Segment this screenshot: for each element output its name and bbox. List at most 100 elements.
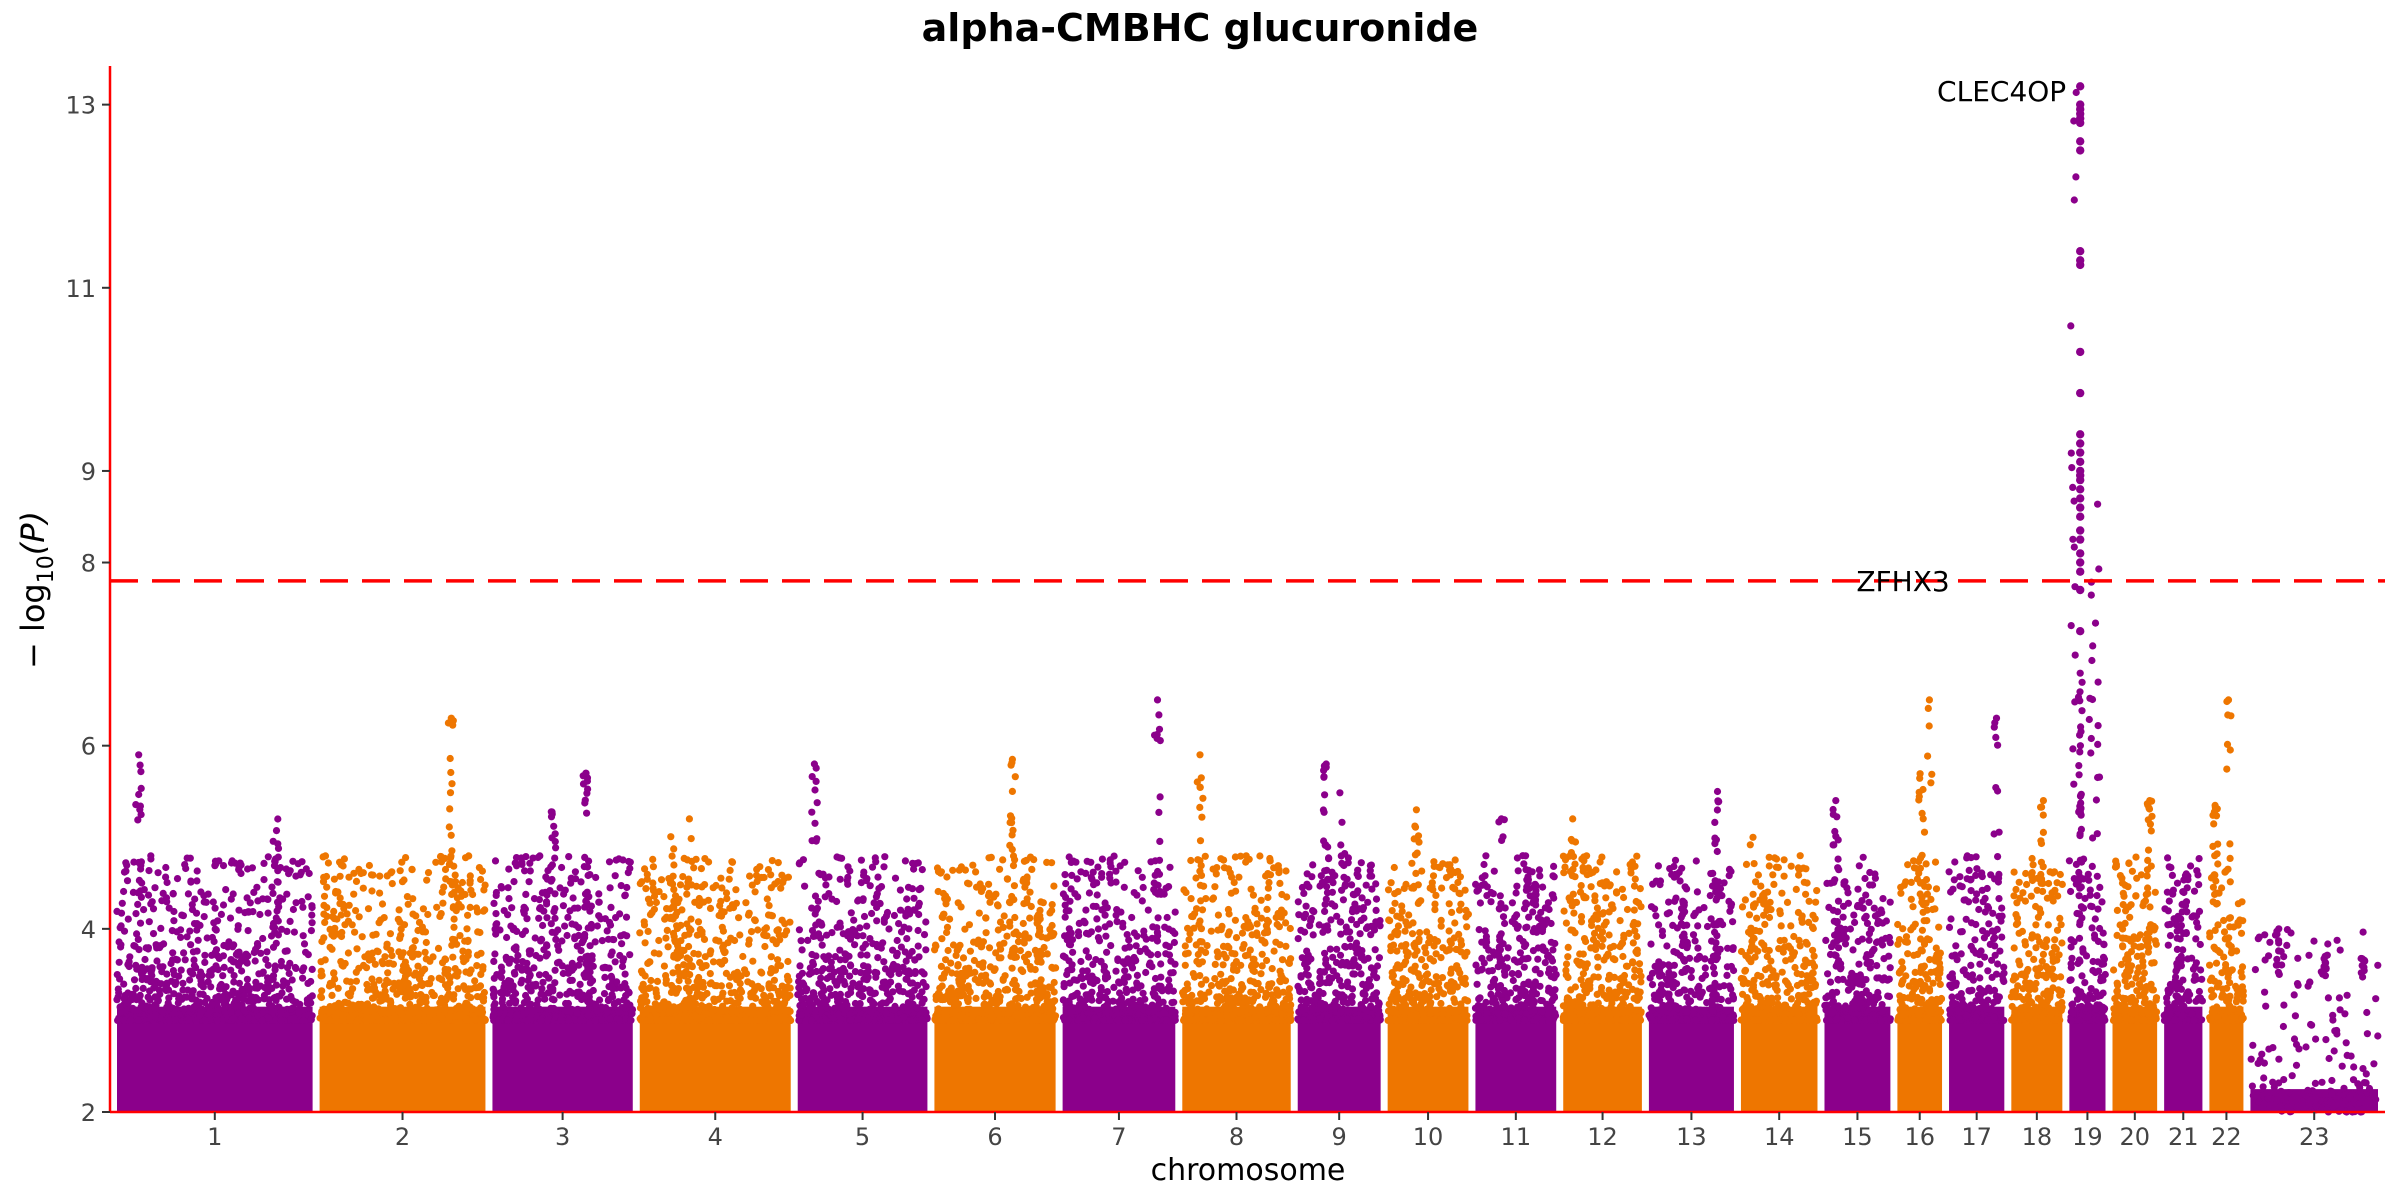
snp-point xyxy=(674,954,682,962)
snp-point xyxy=(757,968,765,976)
chart-title: alpha-CMBHC glucuronide xyxy=(921,6,1479,50)
snp-point xyxy=(374,948,382,956)
snp-point xyxy=(703,989,711,998)
snp-point xyxy=(551,966,559,974)
snp-point xyxy=(518,976,526,984)
snp-point xyxy=(319,853,327,861)
snp-point xyxy=(456,932,464,940)
snp-point xyxy=(461,985,470,994)
snp-point xyxy=(505,895,513,903)
snp-point xyxy=(260,859,268,868)
snp-point xyxy=(840,977,848,986)
snp-point xyxy=(385,1009,393,1017)
snp-point xyxy=(568,920,576,928)
snp-point xyxy=(836,990,845,999)
snp-point xyxy=(1010,930,1018,938)
snp-point xyxy=(1163,985,1171,993)
snp-point xyxy=(887,1016,895,1024)
snp-point xyxy=(717,912,726,920)
snp-point xyxy=(683,954,691,962)
snp-point xyxy=(1019,919,1027,928)
snp-point xyxy=(749,957,757,965)
snp-point xyxy=(417,991,425,999)
snp-point xyxy=(919,996,927,1004)
snp-point xyxy=(742,899,750,907)
snp-point xyxy=(145,867,153,875)
snp-point xyxy=(563,931,571,940)
snp-point xyxy=(526,971,534,979)
snp-point xyxy=(334,888,342,896)
snp-point xyxy=(810,989,818,997)
snp-point xyxy=(408,865,416,874)
snp-point xyxy=(576,1016,584,1024)
snp-point xyxy=(636,929,644,937)
snp-point xyxy=(134,935,142,944)
snp-point xyxy=(414,962,422,970)
snp-point xyxy=(995,1010,1003,1019)
snp-point xyxy=(463,925,471,933)
snp-point xyxy=(543,1016,552,1024)
snp-point xyxy=(836,875,844,883)
snp-point xyxy=(987,853,995,862)
snp-point xyxy=(317,972,325,980)
snp-point xyxy=(449,903,458,911)
snp-point xyxy=(717,874,725,882)
snp-point xyxy=(245,1014,253,1022)
snp-point xyxy=(552,935,560,944)
snp-point xyxy=(211,948,219,957)
snp-point xyxy=(796,962,804,970)
snp-point xyxy=(1008,892,1016,901)
snp-point xyxy=(500,983,508,991)
snp-point xyxy=(190,1003,198,1011)
snp-point xyxy=(868,909,876,918)
snp-point xyxy=(992,992,1001,1000)
snp-point xyxy=(1110,852,1118,860)
snp-point xyxy=(1155,711,1163,719)
snp-point xyxy=(1220,856,1228,864)
snp-point xyxy=(1019,877,1027,885)
snp-point xyxy=(756,863,764,871)
snp-point xyxy=(643,875,651,883)
snp-point xyxy=(307,927,315,935)
snp-point xyxy=(464,911,472,919)
snp-point xyxy=(1257,896,1265,904)
snp-point xyxy=(863,922,871,930)
snp-point xyxy=(1040,1013,1048,1021)
snp-point xyxy=(583,809,591,817)
snp-point xyxy=(1059,952,1067,960)
snp-point xyxy=(880,918,888,926)
snp-point xyxy=(718,1007,726,1015)
snp-point xyxy=(903,935,911,943)
snp-point xyxy=(891,874,900,882)
snp-point xyxy=(775,931,783,939)
snp-point xyxy=(864,1015,873,1024)
snp-point xyxy=(812,921,820,929)
snp-point xyxy=(209,898,217,906)
snp-point xyxy=(736,1005,744,1014)
snp-point xyxy=(138,879,146,887)
snp-point xyxy=(641,939,649,947)
snp-point xyxy=(612,856,620,864)
snp-point xyxy=(687,915,695,923)
snp-point xyxy=(350,869,358,877)
snp-point xyxy=(1098,873,1106,881)
snp-point xyxy=(622,991,630,1000)
snp-point xyxy=(745,909,753,917)
snp-point xyxy=(582,968,590,977)
snp-point xyxy=(401,994,409,1002)
snp-point xyxy=(165,904,173,912)
snp-point xyxy=(543,914,551,922)
snp-point xyxy=(345,873,353,881)
snp-point xyxy=(378,1016,386,1024)
snp-point xyxy=(1089,868,1097,876)
snp-point xyxy=(1066,897,1074,905)
snp-point xyxy=(197,888,205,896)
snp-point xyxy=(124,915,132,923)
snp-point xyxy=(842,998,850,1006)
snp-point xyxy=(937,869,945,877)
snp-point xyxy=(1130,889,1138,897)
snp-point xyxy=(1138,897,1146,905)
snp-point xyxy=(423,876,431,884)
snp-point xyxy=(540,946,548,954)
snp-point xyxy=(782,1007,790,1015)
